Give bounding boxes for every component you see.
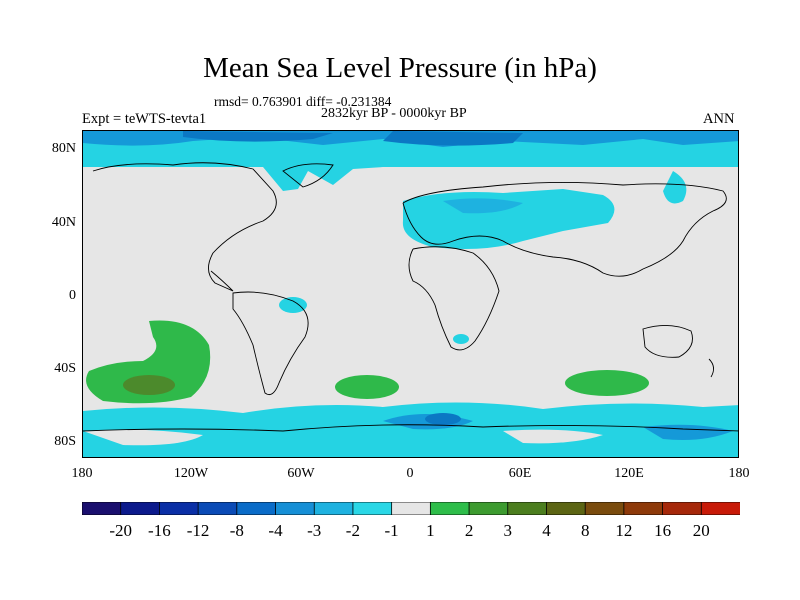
colorbar-swatch: [700, 502, 740, 515]
arctic-anomaly: [83, 131, 738, 204]
lat-label-0: 0: [69, 288, 76, 303]
colorbar-label: 3: [503, 521, 513, 540]
colorbar-label: -1: [384, 521, 399, 540]
colorbar-label: 8: [580, 521, 590, 540]
africa-coast: [408, 246, 500, 351]
lon-label-120w: 120W: [173, 466, 209, 481]
colorbar-swatch: [623, 502, 664, 515]
colorbar-swatch: [352, 502, 393, 515]
colorbar-label: 2: [464, 521, 474, 540]
antarctic-anomaly: [83, 402, 738, 457]
colorbar-label: -16: [148, 521, 171, 540]
map-panel: [82, 130, 739, 458]
greenland-coast: [282, 163, 334, 188]
map-svg: [83, 131, 738, 457]
colorbar-label: 1: [426, 521, 435, 540]
colorbar-label: -2: [345, 521, 360, 540]
south-pacific-positive: [86, 320, 211, 404]
colorbar-swatch: [468, 502, 509, 515]
colorbar-swatch: [546, 502, 587, 515]
colorbar-swatch: [391, 502, 432, 515]
colorbar-label: 4: [542, 521, 551, 540]
lat-label-40n: 40N: [51, 215, 76, 230]
eurasia-coast: [402, 181, 727, 277]
colorbar-label: -12: [186, 521, 210, 540]
lon-label-60e: 60E: [508, 466, 532, 481]
lon-label-60w: 60W: [287, 466, 315, 481]
lon-label-0: 0: [406, 466, 414, 481]
south-america-coast: [232, 291, 309, 396]
colorbar-swatch: [120, 502, 161, 515]
eurasia-core: [443, 198, 523, 214]
colorbar-swatch: [584, 502, 625, 515]
map-background: [83, 131, 738, 457]
colorbar-swatch: [662, 502, 703, 515]
atlantic-spot: [279, 297, 307, 313]
lon-label-180e: 180: [728, 466, 750, 481]
colorbar-swatch: [313, 502, 354, 515]
experiment-label: Expt = teWTS-tevta1: [82, 111, 207, 127]
colorbar-label: 12: [615, 521, 633, 540]
colorbar-swatch: [507, 502, 548, 515]
lat-label-80n: 80N: [51, 141, 76, 156]
map-title: Mean Sea Level Pressure (in hPa): [203, 52, 597, 84]
period-label: 2832kyr BP - 0000kyr BP: [321, 106, 467, 121]
colorbar-swatch: [236, 502, 277, 515]
australia-coast: [642, 325, 693, 358]
north-america-coast: [92, 162, 277, 292]
antarctica-coast: [83, 424, 738, 432]
colorbar: [82, 502, 740, 515]
south-indian-positive: [565, 370, 649, 396]
south-atlantic-positive: [335, 375, 399, 399]
rmsd-diff-stats: rmsd= 0.763901 diff= -0.231384: [214, 94, 392, 109]
south-pacific-core: [123, 375, 175, 395]
new-zealand-coast: [708, 358, 714, 378]
colorbar-label: -3: [307, 521, 322, 540]
colorbar-label: -8: [229, 521, 244, 540]
colorbar-swatch: [82, 502, 122, 515]
colorbar-swatch: [159, 502, 200, 515]
colorbar-swatch: [275, 502, 316, 515]
africa-spot: [453, 334, 469, 344]
colorbar-label: 16: [654, 521, 672, 540]
lat-label-40s: 40S: [54, 361, 76, 376]
colorbar-label: -4: [268, 521, 283, 540]
colorbar-swatch: [429, 502, 470, 515]
coastlines: [83, 162, 738, 432]
season-label: ANN: [703, 111, 735, 127]
lat-label-80s: 80S: [54, 434, 76, 449]
lon-label-180w: 180: [71, 466, 93, 481]
lon-label-120e: 120E: [614, 466, 644, 481]
colorbar-label: 20: [692, 521, 710, 540]
colorbar-swatch: [197, 502, 238, 515]
colorbar-label: -20: [109, 521, 133, 540]
